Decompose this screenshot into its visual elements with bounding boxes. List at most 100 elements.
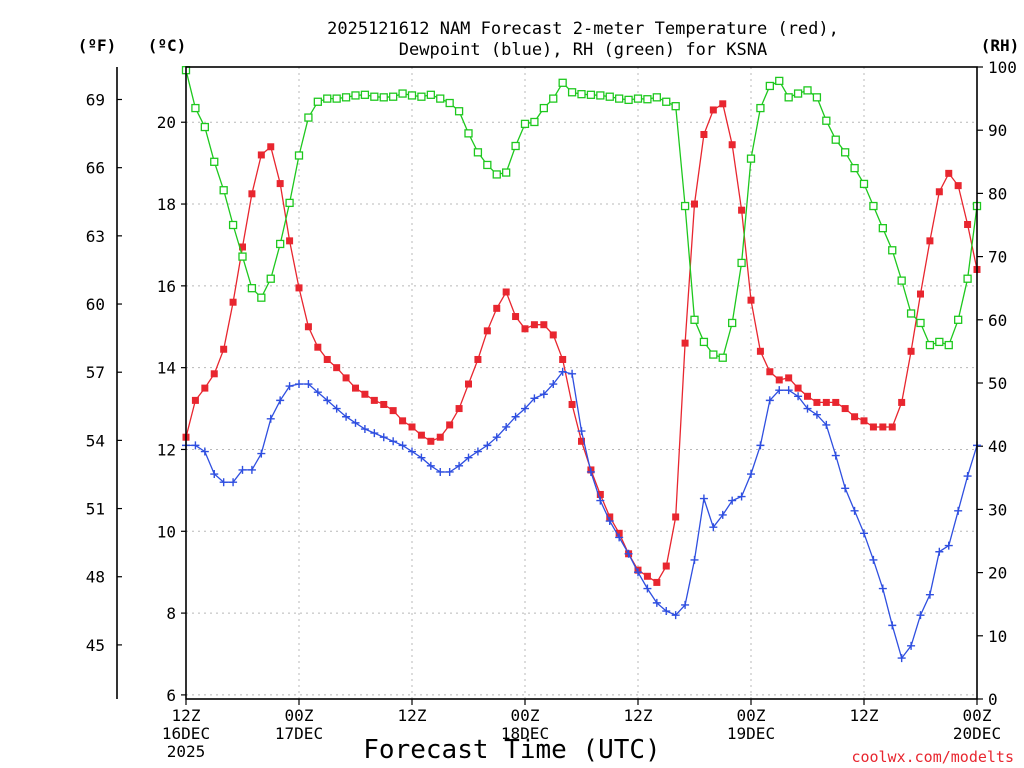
temperature-point [333,364,341,372]
dewpoint-point [634,568,642,577]
dewpoint-point [803,404,812,413]
dewpoint-point [210,470,219,479]
rh-point [539,103,548,113]
dewpoint-point [539,390,548,399]
rh-point [323,94,332,103]
dewpoint-point [521,404,529,413]
temperature-point [286,237,294,245]
series-dewpoint [182,367,981,663]
rh-point [812,93,822,102]
temperature-point [408,423,416,431]
temperature-point [483,327,491,335]
x-tick-label: 17DEC [275,724,323,743]
dewpoint-point [577,427,586,436]
dewpoint-point [860,529,868,538]
rh-tick-label: 50 [988,374,1007,393]
plot-frame [185,66,978,700]
dewpoint-point [812,410,821,419]
temperature-point [653,578,661,586]
dewpoint-point [408,447,416,456]
temperature-point [935,188,943,196]
temperature-point [945,169,953,177]
rh-point [285,198,294,208]
rh-point [473,148,483,157]
temperature-point [210,370,218,378]
temperature-point [417,431,425,439]
dewpoint-point [379,433,388,442]
temperature-point [530,321,538,329]
fahrenheit-tick-label: 51 [86,500,105,519]
temperature-point [276,180,284,188]
rh-point [530,117,539,127]
dewpoint-point [728,496,737,505]
temperature-point [427,437,435,445]
dewpoint-point [276,396,285,405]
rh-point [662,97,671,106]
temperature-point [860,417,868,425]
dewpoint-point [464,453,473,462]
credit-text: coolwx.com/modelts [851,748,1014,766]
data-series [181,66,982,663]
dewpoint-point [417,453,426,462]
rh-point [878,224,887,233]
temperature-point [389,407,397,415]
temperature-point [361,390,369,398]
temperature-point [879,423,887,431]
celsius-unit-label: (ºC) [148,36,187,55]
rh-point [483,160,492,170]
series-temperature [182,100,981,586]
celsius-tick-label: 14 [157,359,176,378]
dewpoint-point [699,494,708,503]
rh-point [417,92,426,101]
rh-point [511,141,520,151]
rh-point [454,107,464,116]
rh-point [332,94,341,103]
x-tick-label: 18DEC [501,724,549,743]
dewpoint-point [323,396,332,405]
temperature-point [822,398,830,406]
temperature-point [191,396,199,404]
x-tick-label: 20DEC [953,724,1001,743]
rh-point [699,337,709,347]
temperature-point [615,529,623,537]
rh-point [567,88,577,97]
dewpoint-point [473,447,482,456]
temperature-point [851,413,859,421]
dewpoint-point [605,517,614,526]
temperature-point [785,374,793,382]
dewpoint-point [342,412,351,421]
dewpoint-point [954,506,963,515]
dewpoint-point [765,396,774,405]
rh-point [709,350,718,359]
rh-point [765,81,774,91]
rh-point [605,92,614,101]
dewpoint-point [370,429,379,438]
x-tick-label: 16DEC [162,724,210,743]
celsius-tick-label: 8 [166,604,176,623]
dewpoint-point [295,380,303,389]
rh-point [822,116,831,125]
rh-unit-label: (RH) [981,36,1020,55]
dewpoint-point [304,380,313,389]
dewpoint-point [502,422,511,431]
rh-point [360,90,370,99]
dewpoint-point [737,492,746,501]
celsius-tick-label: 16 [157,277,176,296]
dewpoint-point [756,441,765,450]
temperature-point [314,343,322,351]
dewpoint-point [709,523,718,532]
rh-point [351,91,360,100]
rh-point [746,154,756,163]
temperature-point [455,405,463,413]
temperature-point [502,288,510,296]
rh-point [671,102,680,111]
rh-tick-label: 0 [988,690,998,709]
dewpoint-point [907,641,916,650]
dewpoint-point [652,598,661,607]
temperature-point [521,325,529,333]
celsius-tick-label: 18 [157,195,176,214]
rh-point [690,315,699,324]
rh-tick-label: 10 [988,627,1007,646]
temperature-point [380,400,388,408]
dewpoint-point [681,600,690,609]
